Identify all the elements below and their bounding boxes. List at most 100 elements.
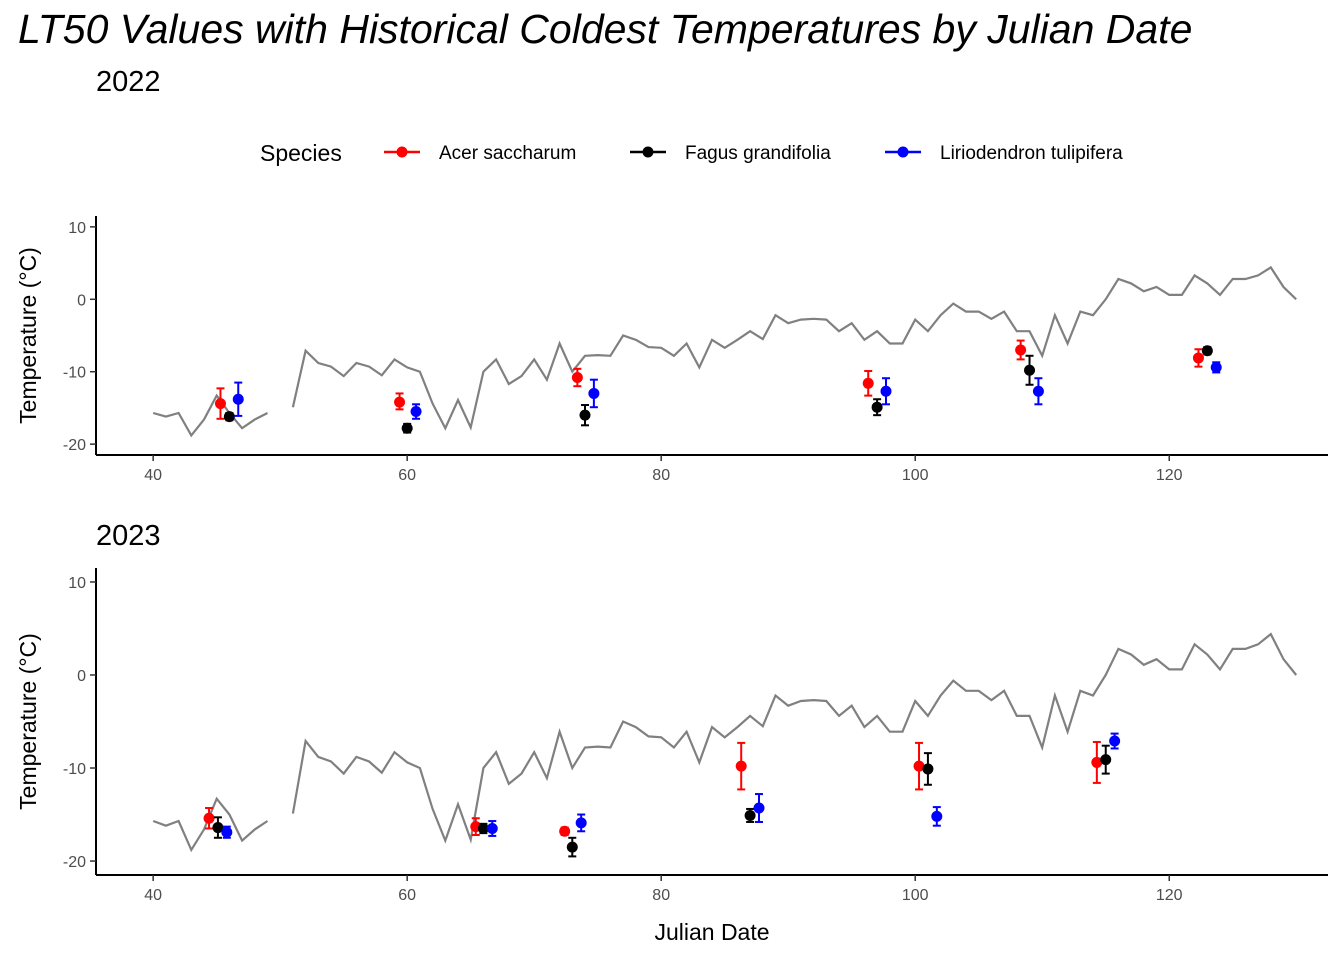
x-tick-label: 120 xyxy=(1156,887,1183,904)
x-tick-label: 40 xyxy=(144,467,162,484)
lt50-marker xyxy=(571,372,583,384)
legend-key-point xyxy=(396,146,408,158)
y-tick-label: -10 xyxy=(63,761,86,778)
x-tick-label: 60 xyxy=(398,467,416,484)
lt50-marker xyxy=(922,763,934,775)
lt50-marker xyxy=(931,810,943,822)
legend-label: Acer saccharum xyxy=(439,143,576,164)
lt50-point xyxy=(401,422,413,434)
lt50-marker xyxy=(1201,345,1213,357)
lt50-marker xyxy=(744,809,756,821)
lt50-point xyxy=(735,741,747,791)
lt50-point xyxy=(1201,345,1213,357)
lt50-marker xyxy=(486,822,498,834)
x-tick-label: 80 xyxy=(652,467,670,484)
lt50-marker xyxy=(221,826,233,838)
lt50-point xyxy=(871,398,883,417)
lt50-point xyxy=(559,825,571,837)
lt50-marker xyxy=(1032,385,1044,397)
lt50-point xyxy=(232,381,244,417)
lt50-marker xyxy=(214,398,226,410)
legend-item: Fagus grandifolia xyxy=(630,143,831,164)
lt50-point xyxy=(1015,339,1027,361)
historical-temperature-line xyxy=(291,265,1297,431)
lt50-point xyxy=(1032,377,1044,406)
lt50-marker xyxy=(862,377,874,389)
y-tick-label: 10 xyxy=(68,220,86,237)
lt50-marker xyxy=(1024,364,1036,376)
lt50-marker xyxy=(559,825,571,837)
lt50-point xyxy=(477,822,489,835)
lt50-point xyxy=(931,806,943,827)
lt50-point xyxy=(410,403,422,420)
historical-temperature-line xyxy=(152,393,269,438)
legend: Species Acer saccharum Fagus grandifolia Li… xyxy=(260,140,1123,166)
legend-key-point xyxy=(897,146,909,158)
lt50-point xyxy=(579,404,591,427)
lt50-point xyxy=(588,378,600,409)
legend-label: Fagus grandifolia xyxy=(685,143,831,164)
lt50-marker xyxy=(401,422,413,434)
legend-item: Liriodendron tulipifera xyxy=(885,143,1123,164)
lt50-marker xyxy=(212,822,224,834)
lt50-marker xyxy=(203,812,215,824)
lt50-point xyxy=(1109,732,1121,750)
lt50-point xyxy=(1100,744,1112,775)
x-tick-label: 60 xyxy=(398,887,416,904)
lt50-point xyxy=(221,825,233,839)
lt50-point xyxy=(913,741,925,791)
lt50-marker xyxy=(477,822,489,834)
lt50-marker xyxy=(880,385,892,397)
lt50-point xyxy=(223,411,235,423)
historical-temperature-line xyxy=(152,796,269,853)
lt50-marker xyxy=(566,841,578,853)
y-axis-title: Temperature (°C) xyxy=(15,633,41,810)
lt50-point xyxy=(566,836,578,858)
y-tick-label: 10 xyxy=(68,575,86,592)
legend-item: Acer saccharum xyxy=(384,143,576,164)
lt50-marker xyxy=(232,393,244,405)
x-tick-label: 120 xyxy=(1156,467,1183,484)
x-tick-label: 80 xyxy=(652,887,670,904)
lt50-marker xyxy=(1192,352,1204,364)
lt50-marker xyxy=(575,817,587,829)
lt50-marker xyxy=(1210,361,1222,373)
lt50-point xyxy=(1192,348,1204,368)
legend-key-point xyxy=(642,146,654,158)
lt50-marker xyxy=(913,760,925,772)
lt50-point xyxy=(486,820,498,837)
lt50-point xyxy=(862,369,874,397)
lt50-marker xyxy=(223,411,235,423)
lt50-point xyxy=(1024,354,1036,386)
lt50-point xyxy=(753,793,765,823)
panel-subtitle: 2022 xyxy=(96,66,161,98)
lt50-point xyxy=(744,807,756,823)
x-axis-title: Julian Date xyxy=(654,919,769,945)
lt50-marker xyxy=(753,802,765,814)
lt50-point xyxy=(575,813,587,833)
lt50-marker xyxy=(588,387,600,399)
lt50-marker xyxy=(1109,735,1121,747)
x-tick-label: 40 xyxy=(144,887,162,904)
panel-subtitle: 2023 xyxy=(96,520,161,552)
lt50-point xyxy=(1091,740,1103,784)
lt50-point xyxy=(214,387,226,420)
lt50-marker xyxy=(394,396,406,408)
lt50-point xyxy=(394,392,406,411)
lt50-point xyxy=(203,807,215,830)
y-tick-label: -10 xyxy=(63,365,86,382)
lt50-marker xyxy=(1091,756,1103,768)
y-tick-label: 0 xyxy=(77,292,86,309)
lt50-marker xyxy=(871,401,883,413)
historical-temperature-line xyxy=(291,632,1298,844)
lt50-marker xyxy=(1100,754,1112,766)
x-tick-label: 100 xyxy=(902,887,929,904)
y-tick-label: 0 xyxy=(77,668,86,685)
lt50-point xyxy=(880,377,892,406)
x-tick-label: 100 xyxy=(902,467,929,484)
lt50-point xyxy=(1210,361,1222,374)
